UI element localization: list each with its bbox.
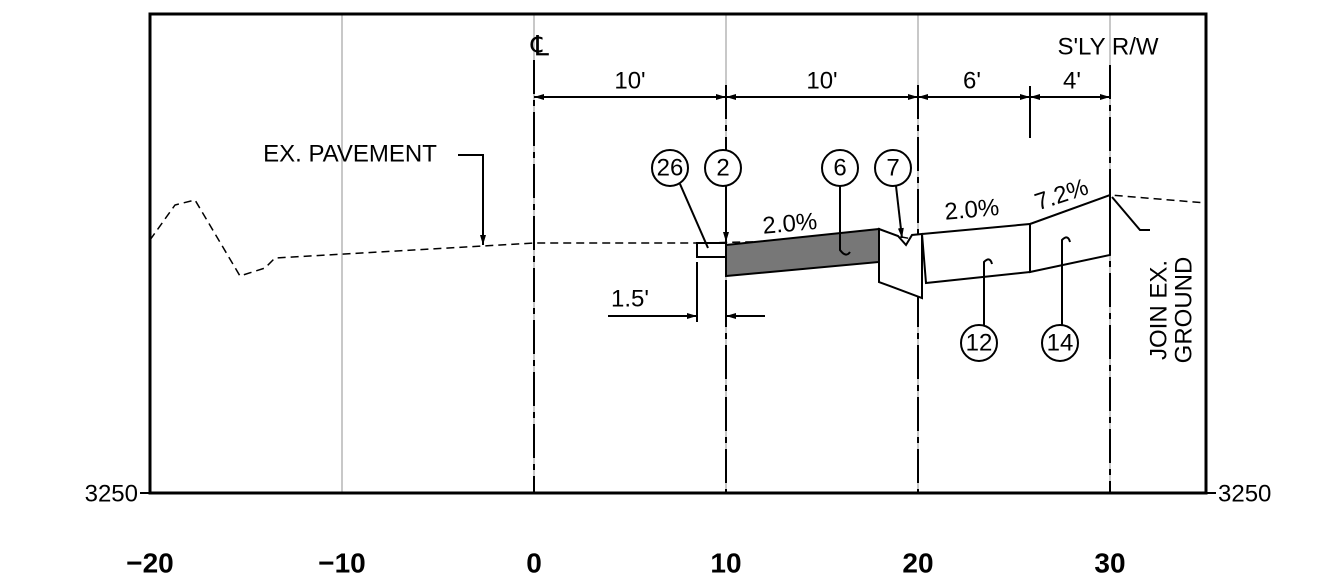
- control-lines: [533, 60, 1111, 493]
- frame: [148, 12, 1208, 495]
- curb: [878, 227, 923, 300]
- station-label: 20: [902, 547, 933, 578]
- existing-ground: [149, 194, 1207, 277]
- callout-label: 12: [966, 329, 993, 356]
- dimension-label: 1.5': [611, 285, 649, 312]
- elevation-label: 3250: [85, 480, 138, 507]
- callout-label: 6: [833, 154, 846, 181]
- dimension-label: 10': [806, 67, 837, 94]
- join-label: GROUND: [1170, 257, 1197, 364]
- callout-label: 7: [886, 154, 899, 181]
- leaders: [679, 183, 1150, 325]
- sidewalk: [920, 222, 1031, 285]
- station-label: −10: [318, 547, 366, 578]
- dimension-label: 4': [1063, 67, 1081, 94]
- slope-label: 2.0%: [943, 194, 1000, 226]
- station-label: −20: [126, 547, 174, 578]
- offset-dimension: [608, 262, 765, 322]
- dimension-line: [534, 86, 1110, 138]
- dimension-label: 6': [963, 67, 981, 94]
- ex-pavement-label: EX. PAVEMENT: [263, 140, 437, 167]
- join-label: JOIN EX.: [1145, 260, 1172, 360]
- station-label: 0: [526, 547, 542, 578]
- callout-label: 2: [716, 154, 729, 181]
- elevation-label: 3250: [1218, 480, 1271, 507]
- slope-label: 2.0%: [761, 208, 818, 240]
- callout-label: 14: [1047, 329, 1074, 356]
- station-label: 10: [710, 547, 741, 578]
- callout-label: 26: [657, 154, 684, 181]
- station-label: 30: [1094, 547, 1125, 578]
- stations: −20 −10 0 10 20 30: [126, 547, 1125, 578]
- slope-pad: [1029, 193, 1111, 274]
- row-label: S'LY R/W: [1057, 33, 1158, 60]
- dimension-label: 10': [614, 67, 645, 94]
- edge-strip: [696, 242, 727, 258]
- callouts: 26 2 6 7 12 14: [651, 149, 1079, 362]
- centerline-label: ℄: [530, 30, 549, 61]
- leader: [458, 154, 486, 245]
